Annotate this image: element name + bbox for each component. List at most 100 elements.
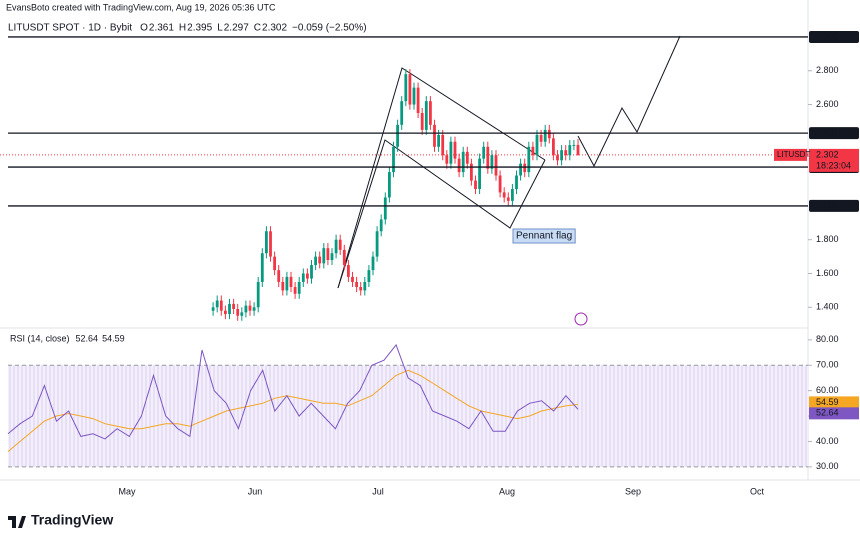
candle-body [215,300,219,308]
candle-body [367,270,371,282]
annotation: Pennant flag [512,228,576,244]
candle-body [400,101,404,125]
candle-body [457,158,461,173]
candle-body [371,256,375,271]
y-tick-label: 2.600 [816,99,839,109]
candle-body [519,163,522,176]
candle-body [453,141,457,159]
ohlc-value: 2.302 [262,23,287,34]
channel-upper [337,67,546,289]
y-tick-label: 40.00 [816,436,839,446]
candle-body [396,124,399,147]
candle-body [506,197,510,201]
candle-body [351,276,354,282]
candle-body [556,155,559,161]
y-tick-label: 60.00 [816,385,839,395]
candle-body [297,281,301,294]
ohlc-value: 2.297 [224,23,249,34]
x-tick-label: Sep [625,486,641,496]
candle-body [412,87,416,105]
candle-body [474,180,477,190]
change: −0.059 (−2.50%) [292,23,367,34]
candle-body [273,256,276,271]
x-tick-label: Aug [499,486,515,496]
candle-body [244,305,248,313]
candle-body [478,158,481,190]
countdown: 18:23:04 [816,160,851,170]
candle-body [465,151,469,164]
channel-lower [337,139,546,289]
candle-body [531,146,535,156]
ohlc-label: C [254,23,261,34]
level-tag [809,30,859,43]
candle-body [576,144,580,155]
x-tick-label: Jun [248,486,263,496]
candle-body [502,192,506,198]
ohlc-value: 2.361 [149,23,174,34]
candle-body [326,248,330,260]
attribution: EvansBoto created with TradingView.com, … [6,2,276,12]
candle-body [277,270,281,282]
level-tag [809,199,859,212]
candle-body [379,219,383,232]
symbol: LITUSDT SPOT · 1D · Bybit [8,23,132,34]
candle-body [289,276,293,288]
rsi-legend-value: 52.64 [76,333,99,343]
brand: TradingView [31,512,113,528]
candle-body [572,144,576,146]
price-pane [0,69,808,321]
candle-body [232,303,235,309]
candle-body [252,307,256,311]
candle-body [511,189,514,201]
candle-body [482,146,486,159]
candle-body [424,101,428,130]
candle-body [433,124,436,147]
y-tick-label: 1.600 [816,268,839,278]
level-label: 3.000 [816,31,839,41]
drawings [337,35,681,289]
candle-body [568,145,572,156]
ohlc-label: O [140,23,148,34]
x-tick-label: May [118,486,136,496]
candle-body [338,239,342,250]
candle-body [240,312,244,316]
level-label: 2.431 [816,127,839,137]
candle-body [539,134,543,142]
candle-body [523,163,527,173]
candle-body [552,138,555,156]
y-tick-label: 30.00 [816,461,839,471]
annotation-box [512,228,576,244]
rsi-legend-ma: 54.59 [102,333,125,343]
candle-body [375,231,379,257]
candle-body [408,74,412,105]
candle-body [224,310,227,315]
candle-body [420,112,424,130]
y-tick-label: 2.800 [816,65,839,75]
candle-body [318,256,322,264]
candle-body [543,129,547,142]
candle-body [342,249,346,266]
candle-body [388,172,391,198]
candle-body [219,300,223,311]
rsi-tag [809,396,859,409]
candle-body [498,175,502,193]
candle-body [347,265,350,277]
candle-body [306,273,309,279]
ohlc-label: H [179,23,186,34]
candle-body [363,281,367,291]
rsi-tag-value: 54.59 [816,397,839,407]
candle-body [404,74,408,102]
logo: TradingView [8,512,113,528]
candle-body [281,281,285,291]
symbol-tag-label: LITUSDT [777,150,810,159]
candle-body [314,256,317,266]
event-icon [574,312,588,326]
y-tick-label: 80.00 [816,334,839,344]
candle-body [265,231,268,254]
ohlc-value: 2.395 [187,23,212,34]
y-tick-label: 1.800 [816,234,839,244]
candle-body [445,155,449,164]
rsi-tag-value: 52.64 [816,408,839,418]
candle-body [301,273,305,282]
